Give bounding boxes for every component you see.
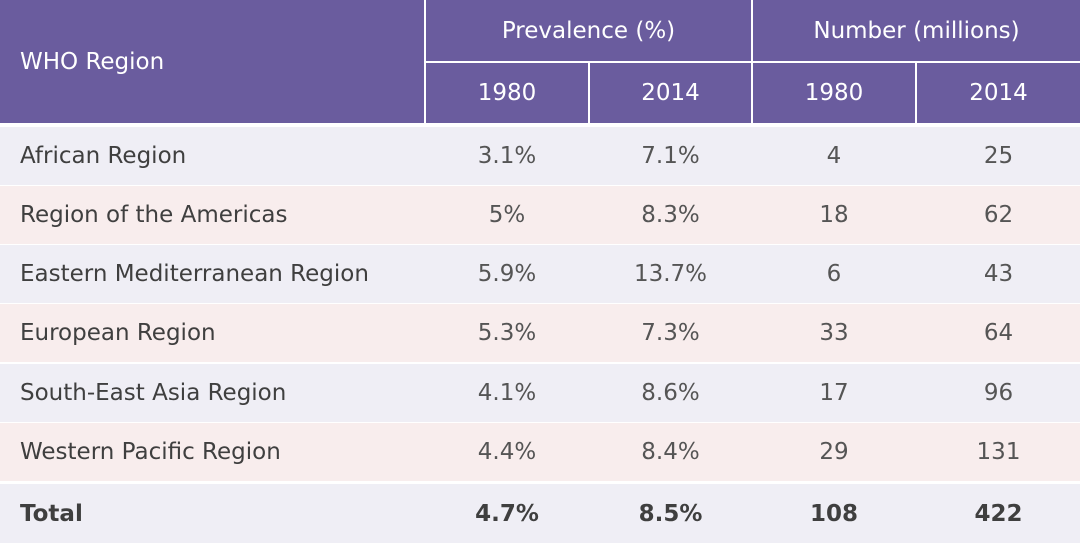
number-2014-cell: 131 xyxy=(976,439,1021,465)
region-cell: Region of the Americas xyxy=(20,202,288,228)
year-label: 1980 xyxy=(804,80,864,106)
number-2014-cell: 62 xyxy=(983,202,1014,228)
prevalence-1980-cell: 5.3% xyxy=(477,320,537,346)
number-group-label: Number (millions) xyxy=(813,17,1020,44)
number-1980-cell: 17 xyxy=(819,380,849,406)
prevalence-1980-cell: 4.4% xyxy=(477,439,537,465)
total-number-1980: 108 xyxy=(809,500,858,527)
region-cell: Eastern Mediterranean Region xyxy=(20,261,369,287)
year-label: 2014 xyxy=(969,80,1028,106)
year-header-num-1980: 1980 xyxy=(753,63,915,123)
number-2014-cell: 43 xyxy=(983,261,1014,287)
year-label: 1980 xyxy=(477,80,537,106)
prevalence-1980-cell: 3.1% xyxy=(477,143,537,169)
table-row: African Region 3.1% 7.1% 4 25 xyxy=(0,127,1080,185)
table-row: Western Pacific Region 4.4% 8.4% 29 131 xyxy=(0,423,1080,481)
number-1980-cell: 6 xyxy=(826,261,842,287)
prevalence-2014-cell: 7.3% xyxy=(641,320,700,346)
region-cell: South-East Asia Region xyxy=(20,380,287,406)
year-header-prev-2014: 2014 xyxy=(590,63,751,123)
year-header-num-2014: 2014 xyxy=(917,63,1080,123)
number-2014-cell: 96 xyxy=(983,380,1014,406)
year-label: 2014 xyxy=(641,80,700,106)
total-prevalence-2014: 8.5% xyxy=(638,500,703,527)
prevalence-1980-cell: 4.1% xyxy=(477,380,537,406)
year-header-prev-1980: 1980 xyxy=(426,63,588,123)
who-region-header-label: WHO Region xyxy=(20,48,165,75)
prevalence-2014-cell: 13.7% xyxy=(633,261,708,287)
total-row: Total 4.7% 8.5% 108 422 xyxy=(0,484,1080,543)
prevalence-group-header: Prevalence (%) xyxy=(426,0,751,61)
number-1980-cell: 29 xyxy=(819,439,849,465)
number-2014-cell: 64 xyxy=(983,320,1014,346)
number-group-header: Number (millions) xyxy=(753,0,1080,61)
prevalence-2014-cell: 8.4% xyxy=(641,439,700,465)
table-row: Region of the Americas 5% 8.3% 18 62 xyxy=(0,186,1080,244)
total-label: Total xyxy=(20,500,83,527)
prevalence-2014-cell: 8.3% xyxy=(641,202,700,228)
table-row: European Region 5.3% 7.3% 33 64 xyxy=(0,304,1080,362)
region-cell: Western Pacific Region xyxy=(20,439,281,465)
prevalence-group-label: Prevalence (%) xyxy=(501,17,676,44)
prevalence-2014-cell: 8.6% xyxy=(641,380,700,406)
prevalence-1980-cell: 5% xyxy=(488,202,526,228)
table-row: Eastern Mediterranean Region 5.9% 13.7% … xyxy=(0,245,1080,303)
region-cell: African Region xyxy=(20,143,187,169)
number-1980-cell: 33 xyxy=(819,320,849,346)
prevalence-2014-cell: 7.1% xyxy=(641,143,700,169)
total-number-2014: 422 xyxy=(974,500,1023,527)
region-cell: European Region xyxy=(20,320,216,346)
table-row: South-East Asia Region 4.1% 8.6% 17 96 xyxy=(0,364,1080,422)
number-2014-cell: 25 xyxy=(983,143,1014,169)
who-region-header: WHO Region xyxy=(0,0,424,123)
total-prevalence-1980: 4.7% xyxy=(475,500,539,527)
prevalence-1980-cell: 5.9% xyxy=(477,261,537,287)
number-1980-cell: 4 xyxy=(826,143,842,169)
number-1980-cell: 18 xyxy=(819,202,849,228)
